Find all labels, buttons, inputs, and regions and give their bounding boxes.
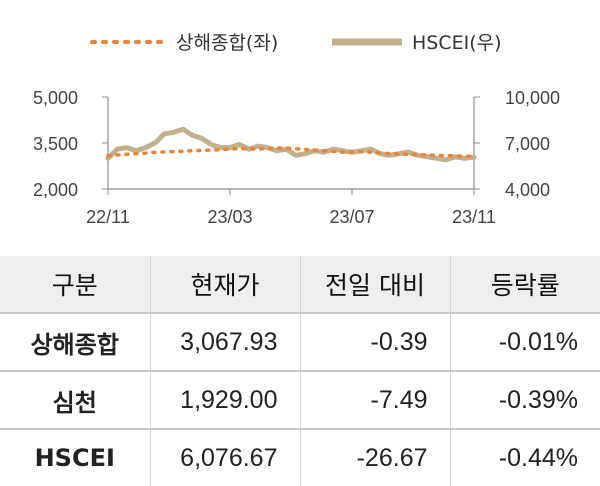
row-rate: -0.01% (449, 312, 600, 371)
table-header-row: 구분 현재가 전일 대비 등락률 (0, 256, 600, 313)
row-name: 심천 (0, 370, 150, 429)
row-name: 상해종합 (0, 312, 150, 371)
header-change: 전일 대비 (299, 256, 450, 313)
left-axis-ticks: 5,000 3,500 2,000 (33, 88, 108, 200)
row-price: 6,076.67 (149, 428, 300, 486)
header-category: 구분 (0, 256, 150, 313)
left-tick-label: 3,500 (33, 134, 78, 154)
x-tick-label: 23/07 (329, 207, 374, 227)
left-tick-label: 5,000 (33, 88, 78, 108)
legend-label-hscei: HSCEI(우) (412, 32, 502, 54)
right-tick-label: 7,000 (505, 134, 550, 154)
row-rate: -0.39% (449, 370, 600, 429)
table-row: 상해종합 3,067.93 -0.39 -0.01% (0, 312, 600, 371)
legend: 상해종합(좌) HSCEI(우) (90, 32, 502, 54)
x-tick-label: 23/11 (452, 207, 496, 227)
row-change: -7.49 (299, 370, 450, 429)
header-rate: 등락률 (449, 256, 600, 313)
row-change: -26.67 (299, 428, 450, 486)
left-tick-label: 2,000 (33, 180, 78, 200)
series-line-shanghai (106, 146, 476, 159)
row-change: -0.39 (299, 312, 450, 371)
index-chart: 상해종합(좌) HSCEI(우) 5,000 3,500 2,000 10,00… (33, 32, 560, 227)
index-table: 구분 현재가 전일 대비 등락률 상해종합 3,067.93 -0.39 -0.… (0, 256, 600, 486)
x-tick-label: 23/03 (207, 207, 252, 227)
legend-label-shanghai: 상해종합(좌) (176, 32, 278, 54)
right-tick-label: 10,000 (505, 88, 560, 108)
table-row: HSCEI 6,076.67 -26.67 -0.44% (0, 428, 600, 486)
series-line-hscei (105, 126, 477, 163)
row-price: 3,067.93 (149, 312, 300, 371)
row-rate: -0.44% (449, 428, 600, 486)
right-tick-label: 4,000 (505, 180, 550, 200)
row-price: 1,929.00 (149, 370, 300, 429)
row-name: HSCEI (0, 428, 150, 486)
x-axis-ticks: 22/11 23/03 23/07 23/11 (86, 189, 496, 227)
right-axis-ticks: 10,000 7,000 4,000 (474, 88, 560, 200)
table-row: 심천 1,929.00 -7.49 -0.39% (0, 370, 600, 429)
x-tick-label: 22/11 (86, 207, 130, 227)
header-price: 현재가 (149, 256, 300, 313)
